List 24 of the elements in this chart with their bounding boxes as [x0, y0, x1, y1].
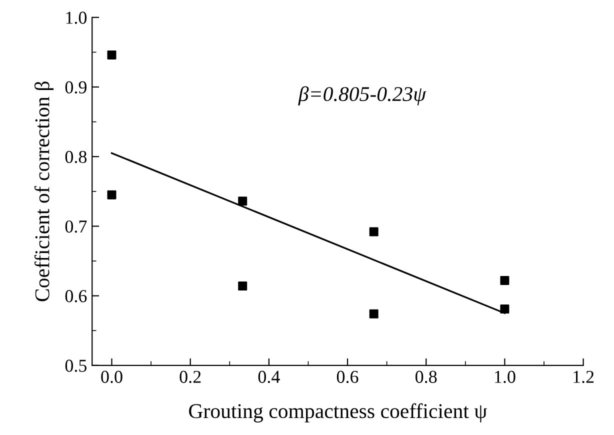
point: [238, 196, 248, 206]
x-tick-label: 0.8: [416, 370, 437, 384]
x-tick-label: 0.0: [101, 370, 122, 384]
x-tick-label: 0.2: [180, 370, 201, 384]
y-tick-label: 0.9: [65, 81, 86, 94]
point: [107, 50, 116, 60]
point: [500, 304, 510, 314]
y-tick-label: 0.8: [65, 150, 87, 164]
x-tick-label: 1.2: [574, 370, 594, 384]
x-axis-title: Grouting compactness coefficient ψ: [189, 403, 487, 422]
point: [369, 227, 378, 236]
y-tick-label: 0.5: [65, 360, 87, 372]
point: [238, 282, 248, 291]
annotation: β=0.805-0.23ψ: [298, 86, 426, 106]
x-tick-label: 0.4: [258, 370, 280, 384]
y-tick-label: 1.0: [66, 12, 87, 24]
y-axis-title: Coefficient of correction β: [34, 82, 54, 302]
x-tick-label: 1.0: [495, 370, 516, 384]
y-tick-label: 0.7: [65, 220, 87, 233]
x-tick-label: 0.6: [336, 370, 358, 384]
point: [107, 190, 116, 200]
point: [500, 276, 510, 285]
point: [369, 309, 378, 318]
y-tick-label: 0.6: [65, 290, 87, 302]
